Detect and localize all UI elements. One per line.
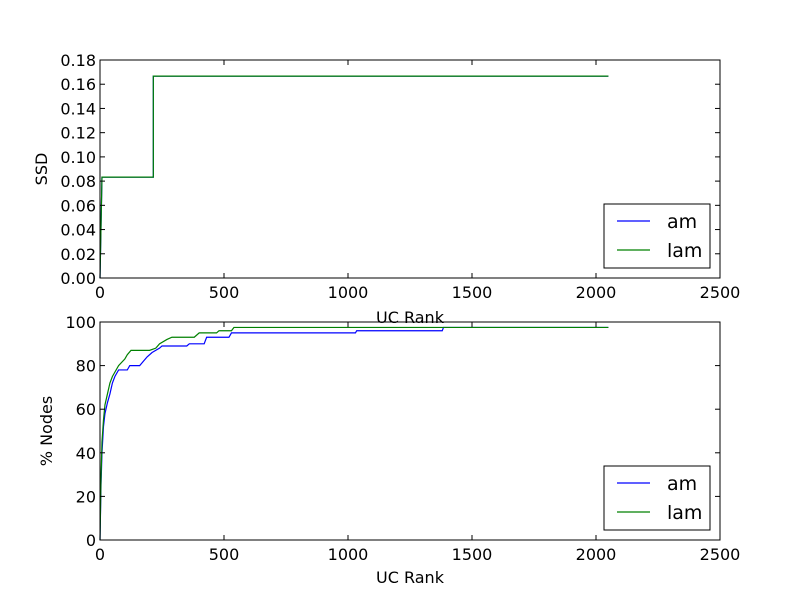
nodes-subplot: 0 500 1000 1500 2000 2500 0 20 40 60 80 100 UC Rank%… [37, 313, 740, 587]
y-tick-label: 20 [76, 487, 96, 506]
x-axis-label: UC Rank [376, 568, 445, 587]
legend: am lam [603, 465, 711, 531]
y-tick-label: 80 [76, 357, 96, 376]
series-line-lam [99, 75, 609, 279]
ssd-subplot: 0 500 1000 1500 2000 2500 0.00 0.02 0.04 0.06 0.08… [32, 51, 740, 327]
x-tick-label: 1500 [452, 283, 493, 302]
y-tick-label: 0.08 [60, 172, 96, 191]
legend-label-lam: lam [667, 240, 702, 262]
legend: am lam [603, 203, 711, 269]
x-tick-label: 1000 [328, 545, 369, 564]
x-tick-label: 2500 [700, 283, 741, 302]
y-tick-label: 0.16 [60, 75, 96, 94]
y-tick-label: 0.14 [60, 99, 96, 118]
y-tick-label: 0.04 [60, 221, 96, 240]
y-tick-label: 0 [86, 531, 96, 550]
series-line-lam [99, 326, 609, 541]
x-tick-label: 500 [209, 545, 240, 564]
series-line-am [99, 326, 609, 541]
axes-frame [99, 59, 721, 279]
legend-box [603, 203, 711, 269]
legend-label-am: am [667, 473, 697, 495]
x-tick-label: 2500 [700, 545, 741, 564]
y-tick-label: 0.00 [60, 269, 96, 288]
y-tick-label: 0.10 [60, 148, 96, 167]
x-tick-label: 1000 [328, 283, 369, 302]
y-tick-label: 0.02 [60, 245, 96, 264]
y-tick-label: 60 [76, 400, 96, 419]
axes-frame [99, 321, 721, 541]
y-tick-label: 100 [65, 313, 96, 332]
y-axis-label: % Nodes [37, 396, 56, 466]
y-tick-label: 0.12 [60, 124, 96, 143]
x-tick-label: 0 [95, 283, 105, 302]
y-tick-label: 0.06 [60, 196, 96, 215]
y-axis-label: SSD [32, 153, 51, 186]
series-line-am [99, 75, 609, 279]
legend-box [603, 465, 711, 531]
x-axis-label: UC Rank [376, 308, 445, 327]
legend-label-am: am [667, 211, 697, 233]
y-tick-label: 0.18 [60, 51, 96, 70]
legend-label-lam: lam [667, 502, 702, 524]
x-tick-label: 0 [95, 545, 105, 564]
x-tick-label: 500 [209, 283, 240, 302]
y-tick-label: 40 [76, 444, 96, 463]
x-tick-label: 1500 [452, 545, 493, 564]
x-tick-label: 2000 [576, 545, 617, 564]
x-tick-label: 2000 [576, 283, 617, 302]
